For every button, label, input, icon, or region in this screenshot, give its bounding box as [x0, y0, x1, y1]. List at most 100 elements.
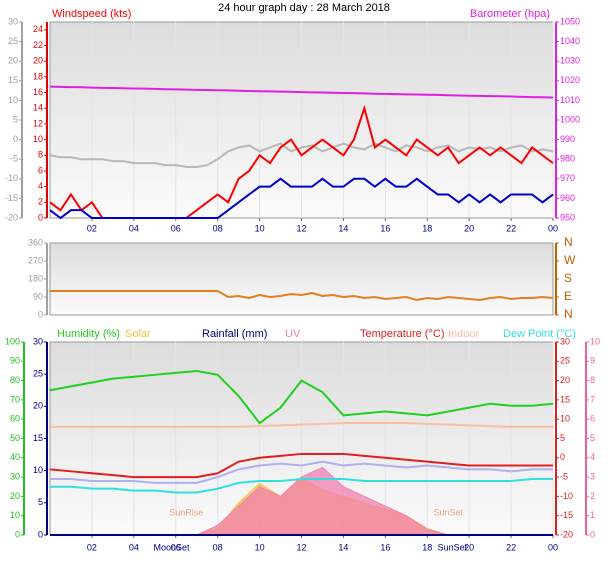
x-tick-label: 12 — [296, 542, 306, 552]
x-tick-label: 18 — [422, 542, 432, 552]
y-tick-label: 20 — [560, 375, 570, 385]
annotation: SunSet — [438, 542, 468, 552]
x-tick-label: 02 — [87, 542, 97, 552]
y-tick-label: 1030 — [560, 56, 580, 66]
y-tick-label: 1010 — [560, 95, 580, 105]
y-tick-label: 100 — [5, 336, 20, 346]
legend-entry: UV — [285, 328, 301, 340]
y-tick-label: 990 — [560, 134, 575, 144]
y-tick-label: 60 — [10, 414, 20, 424]
y-tick-label: N — [564, 235, 573, 249]
y-tick-label: 960 — [560, 193, 575, 203]
y-tick-label: 1000 — [560, 114, 580, 124]
line — [49, 177, 554, 220]
line — [49, 142, 554, 169]
x-tick-label: 02 — [87, 223, 97, 233]
y-tick-label: 16 — [33, 87, 43, 97]
y-tick-label: 8 — [38, 150, 43, 160]
y-tick-label: 12 — [33, 118, 43, 128]
x-tick-label: 10 — [255, 542, 265, 552]
annotation: MoonSet — [154, 542, 191, 552]
x-tick-label: 04 — [129, 223, 139, 233]
legend-entry: Temperature (°C) — [360, 328, 444, 340]
y-tick-label: 1020 — [560, 75, 580, 85]
y-tick-label: 25 — [560, 356, 570, 366]
y-tick-label: 0 — [590, 529, 595, 539]
y-tick-label: 1 — [590, 510, 595, 520]
line — [50, 290, 554, 302]
y-tick-label: 90 — [10, 356, 20, 366]
y-tick-label: 18 — [33, 71, 43, 81]
line — [49, 85, 554, 99]
x-tick-label: 00 — [548, 542, 558, 552]
y-tick-label: -5 — [10, 154, 18, 164]
line — [49, 369, 554, 425]
chart-title: 24 hour graph day : 28 March 2018 — [218, 2, 390, 14]
annotation: SunSet — [433, 507, 463, 517]
y-tick-label: 25 — [33, 369, 43, 379]
legend-entry: Solar — [125, 328, 151, 340]
y-tick-label: 22 — [33, 40, 43, 50]
y-tick-label: 25 — [8, 36, 18, 46]
y-tick-label: 0 — [38, 309, 43, 319]
legend-entry: Dew Point (°C) — [503, 328, 576, 340]
y-tick-label: 8 — [590, 375, 595, 385]
y-tick-label: 30 — [10, 471, 20, 481]
plot-area — [49, 242, 554, 316]
legend-entry: Barometer (hpa) — [470, 8, 550, 20]
y-tick-label: W — [564, 253, 576, 267]
y-tick-label: 0 — [38, 212, 43, 222]
x-tick-label: 16 — [380, 542, 390, 552]
x-tick-label: 08 — [213, 542, 223, 552]
y-tick-label: N — [564, 307, 573, 321]
annotation: SunRise — [169, 507, 203, 517]
y-tick-label: -20 — [5, 212, 18, 222]
x-tick-label: 20 — [464, 542, 474, 552]
y-tick-label: 7 — [590, 394, 595, 404]
y-tick-label: -15 — [560, 510, 573, 520]
y-tick-label: -5 — [560, 471, 568, 481]
x-tick-label: 12 — [296, 223, 306, 233]
y-tick-label: 20 — [10, 491, 20, 501]
y-tick-label: 270 — [28, 255, 43, 265]
line — [50, 422, 553, 428]
y-tick-label: 50 — [10, 433, 20, 443]
y-tick-label: 15 — [560, 394, 570, 404]
x-tick-label: 08 — [213, 223, 223, 233]
y-tick-label: 20 — [33, 56, 43, 66]
y-tick-label: 5 — [560, 433, 565, 443]
y-tick-label: 2 — [590, 491, 595, 501]
legend-entry: Rainfall (mm) — [202, 328, 267, 340]
y-tick-label: 15 — [8, 75, 18, 85]
y-tick-label: 1040 — [560, 36, 580, 46]
y-tick-label: 0 — [15, 529, 20, 539]
y-tick-label: 0 — [13, 134, 18, 144]
y-tick-label: 10 — [560, 414, 570, 424]
y-tick-label: 20 — [8, 56, 18, 66]
x-tick-label: 04 — [129, 542, 139, 552]
x-tick-label: 16 — [380, 223, 390, 233]
y-tick-label: 970 — [560, 173, 575, 183]
y-tick-label: 10 — [33, 134, 43, 144]
y-tick-label: 4 — [590, 452, 595, 462]
y-tick-label: 180 — [28, 273, 43, 283]
y-tick-label: 30 — [33, 336, 43, 346]
y-tick-label: 4 — [38, 181, 43, 191]
y-tick-label: -10 — [5, 173, 18, 183]
y-tick-label: 0 — [560, 452, 565, 462]
x-tick-label: 10 — [255, 223, 265, 233]
y-tick-label: 15 — [33, 433, 43, 443]
y-tick-label: 5 — [13, 114, 18, 124]
x-tick-label: 14 — [338, 542, 348, 552]
y-tick-label: 5 — [38, 497, 43, 507]
y-tick-label: 20 — [33, 401, 43, 411]
line — [50, 460, 553, 484]
y-tick-label: 5 — [590, 433, 595, 443]
y-tick-label: 2 — [38, 197, 43, 207]
y-tick-label: -20 — [560, 529, 573, 539]
y-tick-label: 10 — [10, 510, 20, 520]
y-tick-label: S — [564, 271, 572, 285]
x-tick-label: 14 — [338, 223, 348, 233]
y-tick-label: 40 — [10, 452, 20, 462]
line — [49, 452, 553, 479]
